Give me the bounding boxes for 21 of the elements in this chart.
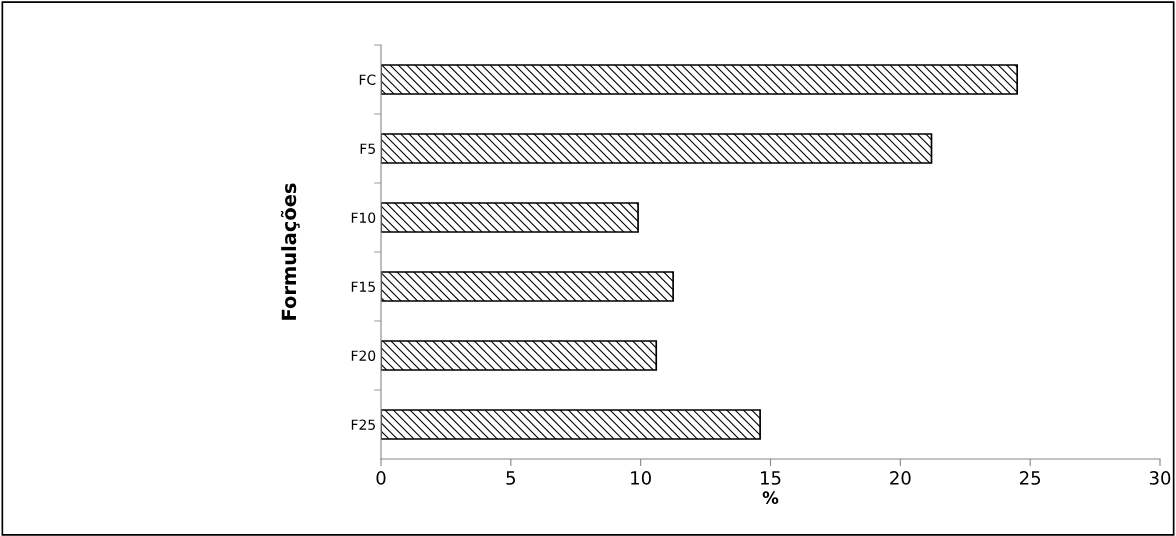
- bar: [381, 133, 933, 164]
- bar: [381, 409, 761, 440]
- y-tick-label: F15: [351, 281, 375, 292]
- x-tick-label: 20: [890, 471, 911, 485]
- y-tick-label: FC: [359, 74, 376, 85]
- x-tick-label: 10: [631, 471, 651, 485]
- x-tick-label: 5: [506, 471, 515, 485]
- x-tick-label: 25: [1020, 471, 1041, 485]
- x-tick-label: 15: [761, 471, 781, 485]
- x-axis-title: %: [762, 491, 779, 504]
- bar: [381, 271, 674, 302]
- y-tick-label: F25: [351, 419, 375, 430]
- y-axis-title: Formulações: [280, 183, 300, 320]
- y-tick-label: F10: [351, 212, 376, 223]
- bar: [381, 340, 658, 371]
- x-tick-label: 30: [1149, 471, 1171, 485]
- x-tick-label: 0: [376, 471, 386, 485]
- y-tick-label: F20: [351, 350, 376, 361]
- bar: [381, 202, 639, 233]
- bar: [381, 64, 1019, 95]
- y-tick-label: F5: [360, 143, 375, 154]
